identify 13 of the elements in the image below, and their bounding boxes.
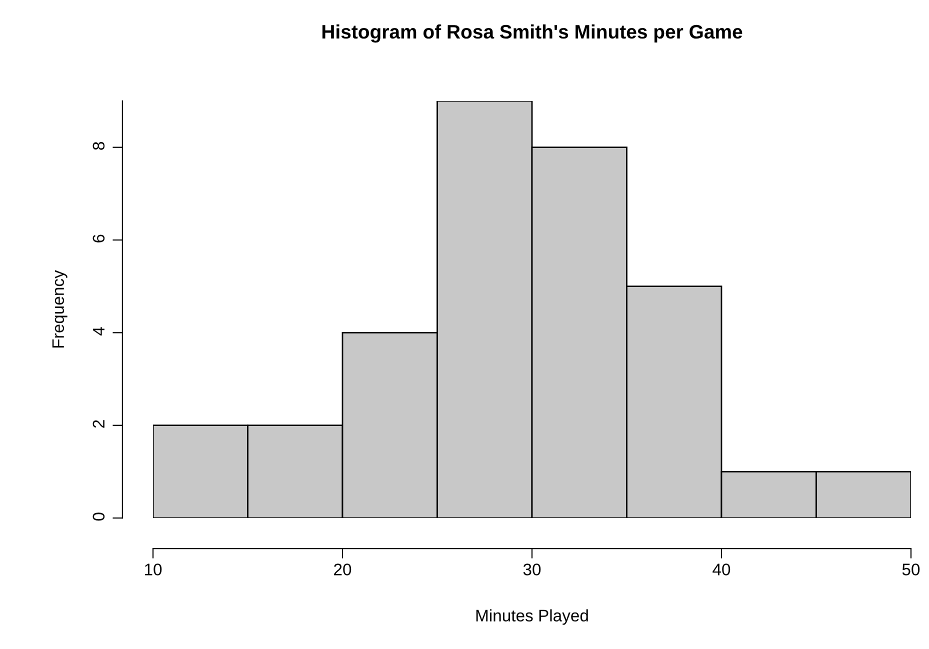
x-tick-label: 10 bbox=[145, 564, 162, 576]
chart-title: Histogram of Rosa Smith's Minutes per Game bbox=[322, 24, 742, 43]
x-tick-label: 30 bbox=[523, 564, 541, 576]
x-tick-label: 40 bbox=[712, 564, 730, 576]
y-tick-label: 2 bbox=[92, 420, 104, 428]
x-axis-title: Minutes Played bbox=[476, 609, 588, 625]
y-tick-label: 4 bbox=[92, 327, 104, 336]
y-axis-title: Frequency bbox=[52, 270, 68, 348]
x-tick-label: 20 bbox=[334, 564, 352, 576]
y-tick-label: 8 bbox=[92, 142, 105, 150]
y-tick-label: 0 bbox=[92, 512, 105, 521]
y-tick-label: 6 bbox=[92, 234, 105, 242]
x-tick-label: 50 bbox=[902, 564, 920, 576]
